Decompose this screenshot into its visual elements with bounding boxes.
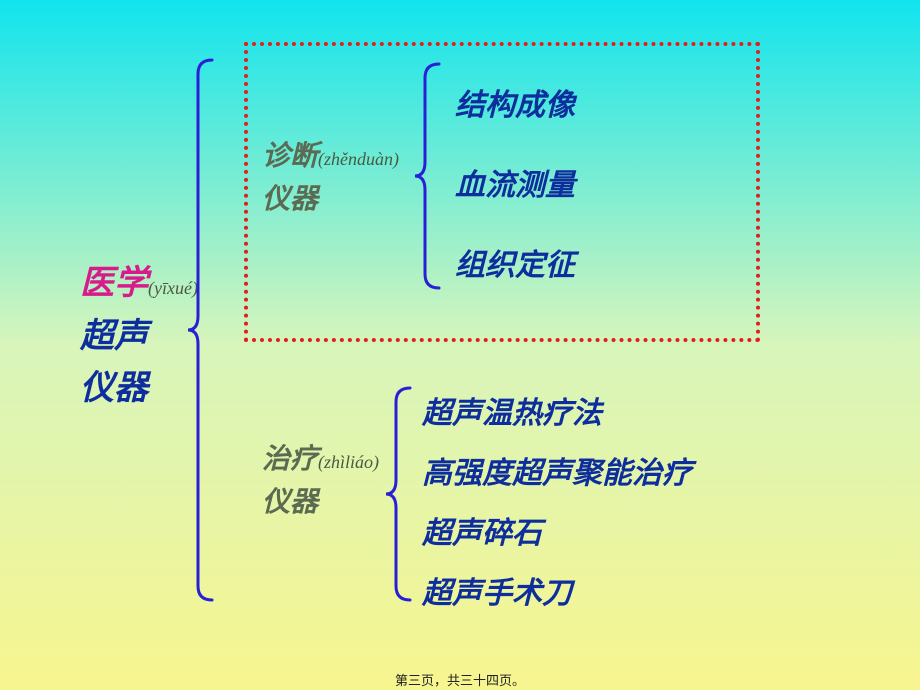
page-footer: 第三页，共三十四页。 <box>0 670 920 689</box>
brace-1 <box>415 64 439 288</box>
brace-2 <box>386 388 410 600</box>
braces <box>0 0 920 690</box>
brace-0 <box>188 60 212 600</box>
